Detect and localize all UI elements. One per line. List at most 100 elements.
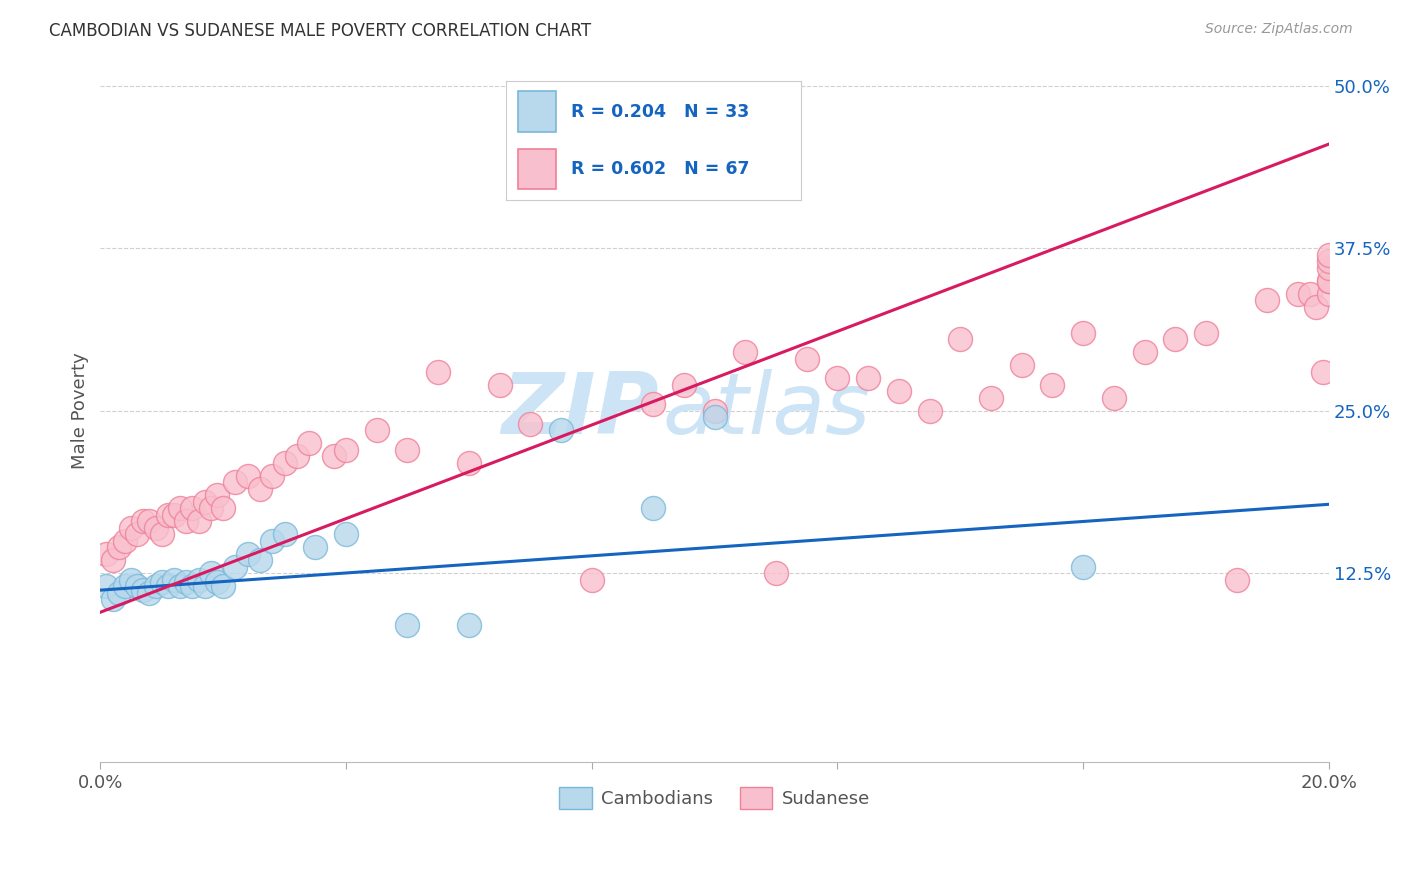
Point <box>1299 286 1322 301</box>
Point <box>457 618 479 632</box>
Point <box>145 521 167 535</box>
Point <box>212 501 235 516</box>
Point <box>169 501 191 516</box>
Point <box>249 482 271 496</box>
Point <box>150 575 173 590</box>
Point <box>1317 286 1340 301</box>
Point <box>114 579 136 593</box>
Point <box>1317 254 1340 268</box>
Point <box>205 575 228 590</box>
Point <box>980 391 1002 405</box>
Point <box>1133 345 1156 359</box>
Point <box>236 468 259 483</box>
Point <box>1164 332 1187 346</box>
Point <box>187 514 209 528</box>
Point <box>194 494 217 508</box>
Point <box>249 553 271 567</box>
Point <box>550 423 572 437</box>
Point <box>1040 377 1063 392</box>
Point <box>1317 247 1340 261</box>
Point <box>176 575 198 590</box>
Point <box>457 456 479 470</box>
Point <box>156 508 179 522</box>
Point <box>96 547 118 561</box>
Point <box>181 579 204 593</box>
Point <box>200 566 222 581</box>
Point <box>1286 286 1309 301</box>
Point <box>163 508 186 522</box>
Point <box>132 514 155 528</box>
Point <box>519 417 541 431</box>
Point <box>224 475 246 490</box>
Point <box>703 410 725 425</box>
Point <box>212 579 235 593</box>
Point <box>150 527 173 541</box>
Point <box>163 573 186 587</box>
Point <box>1011 358 1033 372</box>
Point <box>101 553 124 567</box>
Point <box>703 403 725 417</box>
Point <box>366 423 388 437</box>
Point <box>918 403 941 417</box>
Point <box>298 436 321 450</box>
Point <box>138 514 160 528</box>
Point <box>643 501 665 516</box>
Point <box>734 345 756 359</box>
Point <box>1195 326 1218 340</box>
Point <box>765 566 787 581</box>
Point <box>335 442 357 457</box>
Point <box>1226 573 1249 587</box>
Legend: Cambodians, Sudanese: Cambodians, Sudanese <box>553 780 877 816</box>
Text: atlas: atlas <box>664 369 870 452</box>
Point <box>856 371 879 385</box>
Point <box>194 579 217 593</box>
Point <box>1317 260 1340 275</box>
Text: CAMBODIAN VS SUDANESE MALE POVERTY CORRELATION CHART: CAMBODIAN VS SUDANESE MALE POVERTY CORRE… <box>49 22 592 40</box>
Point <box>304 540 326 554</box>
Point <box>145 579 167 593</box>
Text: ZIP: ZIP <box>502 369 659 452</box>
Point <box>672 377 695 392</box>
Point <box>796 351 818 366</box>
Point <box>176 514 198 528</box>
Point <box>273 456 295 470</box>
Point <box>827 371 849 385</box>
Point <box>1102 391 1125 405</box>
Point <box>200 501 222 516</box>
Point <box>114 533 136 548</box>
Point <box>96 579 118 593</box>
Point <box>1256 293 1278 308</box>
Point <box>262 468 284 483</box>
Point <box>1305 300 1327 314</box>
Point <box>107 540 129 554</box>
Point <box>949 332 972 346</box>
Point <box>120 521 142 535</box>
Point <box>488 377 510 392</box>
Point <box>127 527 149 541</box>
Point <box>101 592 124 607</box>
Point <box>120 573 142 587</box>
Point <box>335 527 357 541</box>
Y-axis label: Male Poverty: Male Poverty <box>72 352 89 469</box>
Point <box>643 397 665 411</box>
Point <box>322 449 344 463</box>
Point <box>138 585 160 599</box>
Point <box>262 533 284 548</box>
Point <box>581 573 603 587</box>
Point <box>169 579 191 593</box>
Point <box>427 365 450 379</box>
Point <box>887 384 910 399</box>
Point <box>156 579 179 593</box>
Point <box>285 449 308 463</box>
Point <box>224 559 246 574</box>
Point <box>396 618 419 632</box>
Point <box>205 488 228 502</box>
Point <box>1317 274 1340 288</box>
Text: Source: ZipAtlas.com: Source: ZipAtlas.com <box>1205 22 1353 37</box>
Point <box>1312 365 1334 379</box>
Point <box>236 547 259 561</box>
Point <box>396 442 419 457</box>
Point <box>181 501 204 516</box>
Point <box>1317 274 1340 288</box>
Point <box>1071 559 1094 574</box>
